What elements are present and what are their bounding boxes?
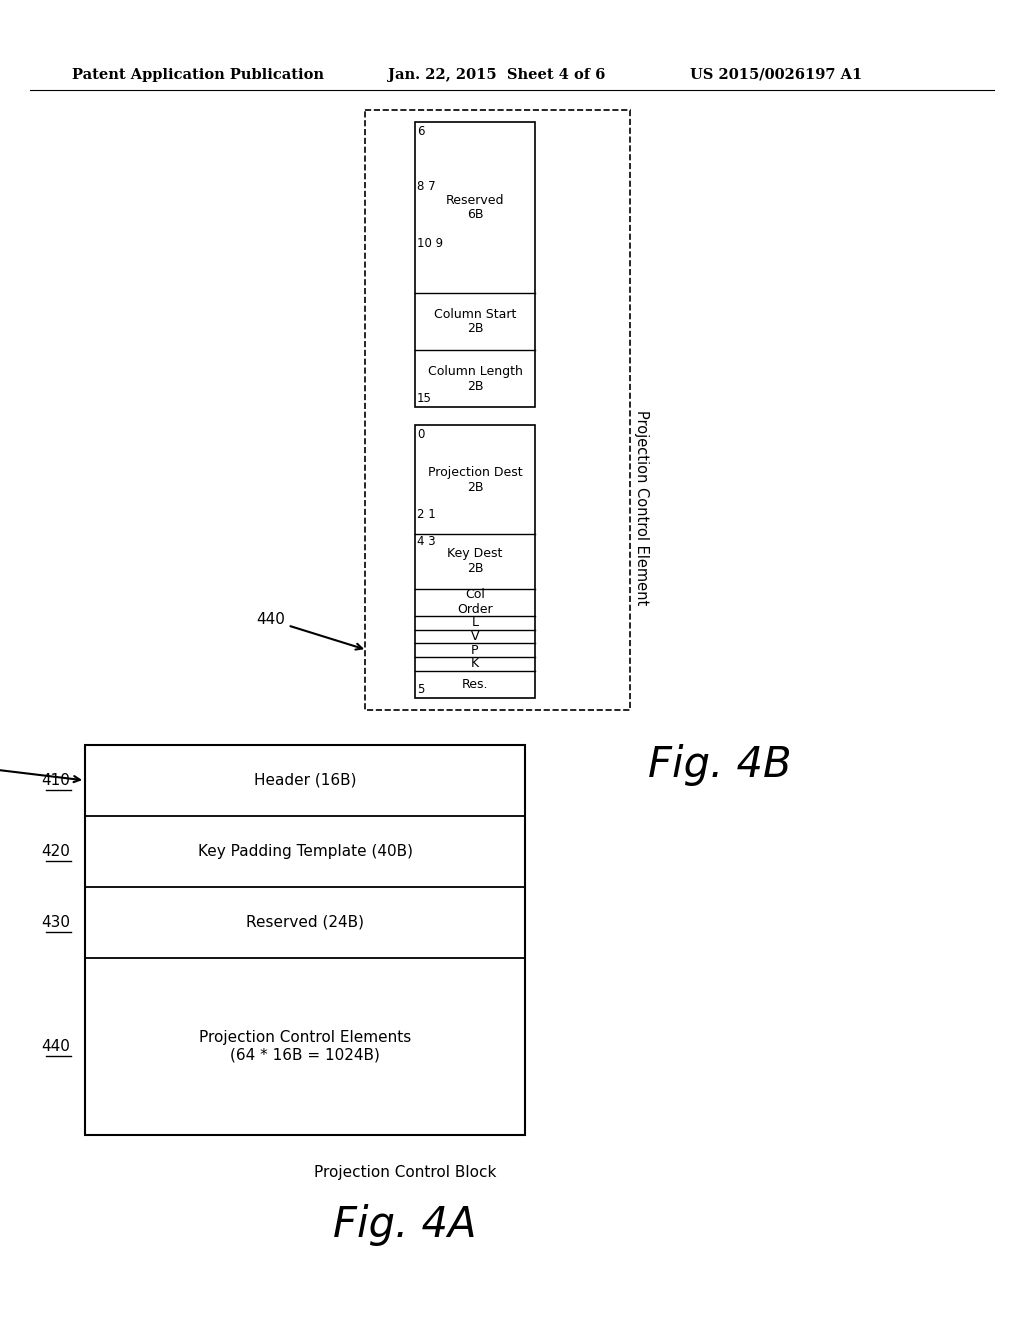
Text: Header (16B): Header (16B) xyxy=(254,774,356,788)
Text: Projection Control Element: Projection Control Element xyxy=(635,411,649,606)
Text: Key Padding Template (40B): Key Padding Template (40B) xyxy=(198,843,413,859)
Text: Projection Control Block: Projection Control Block xyxy=(313,1166,497,1180)
Text: Projection Control Elements
(64 * 16B = 1024B): Projection Control Elements (64 * 16B = … xyxy=(199,1030,411,1063)
Text: 430: 430 xyxy=(41,915,70,929)
Text: Col
Order: Col Order xyxy=(457,589,493,616)
Text: 2 1: 2 1 xyxy=(417,508,436,521)
Text: 4 3: 4 3 xyxy=(417,535,435,548)
Text: Column Start
2B: Column Start 2B xyxy=(434,308,516,335)
Bar xyxy=(85,744,525,1135)
Text: Reserved
6B: Reserved 6B xyxy=(445,194,504,222)
Text: Fig. 4A: Fig. 4A xyxy=(333,1204,477,1246)
Text: 8 7: 8 7 xyxy=(417,180,435,193)
Text: 5: 5 xyxy=(417,682,424,696)
Text: 10 9: 10 9 xyxy=(417,238,443,249)
Text: Fig. 4B: Fig. 4B xyxy=(648,744,792,785)
Text: Res.: Res. xyxy=(462,678,488,690)
Text: 6: 6 xyxy=(417,125,425,139)
Text: L: L xyxy=(471,616,478,630)
Text: K: K xyxy=(471,657,479,671)
Text: 440: 440 xyxy=(41,1039,70,1053)
Text: P: P xyxy=(471,644,479,657)
Text: Column Length
2B: Column Length 2B xyxy=(428,364,522,392)
Text: 410: 410 xyxy=(41,774,70,788)
Text: Reserved (24B): Reserved (24B) xyxy=(246,915,364,929)
Text: 400: 400 xyxy=(0,758,80,783)
Text: Key Dest
2B: Key Dest 2B xyxy=(447,548,503,576)
Bar xyxy=(415,425,535,698)
Text: V: V xyxy=(471,630,479,643)
Text: US 2015/0026197 A1: US 2015/0026197 A1 xyxy=(690,69,862,82)
Text: Projection Dest
2B: Projection Dest 2B xyxy=(428,466,522,494)
Text: 420: 420 xyxy=(41,843,70,859)
Text: 0: 0 xyxy=(417,428,424,441)
Text: 440: 440 xyxy=(256,612,362,649)
Text: Jan. 22, 2015  Sheet 4 of 6: Jan. 22, 2015 Sheet 4 of 6 xyxy=(388,69,605,82)
Text: Patent Application Publication: Patent Application Publication xyxy=(72,69,324,82)
Text: 15: 15 xyxy=(417,392,432,405)
Bar xyxy=(365,110,630,710)
Bar xyxy=(415,121,535,407)
